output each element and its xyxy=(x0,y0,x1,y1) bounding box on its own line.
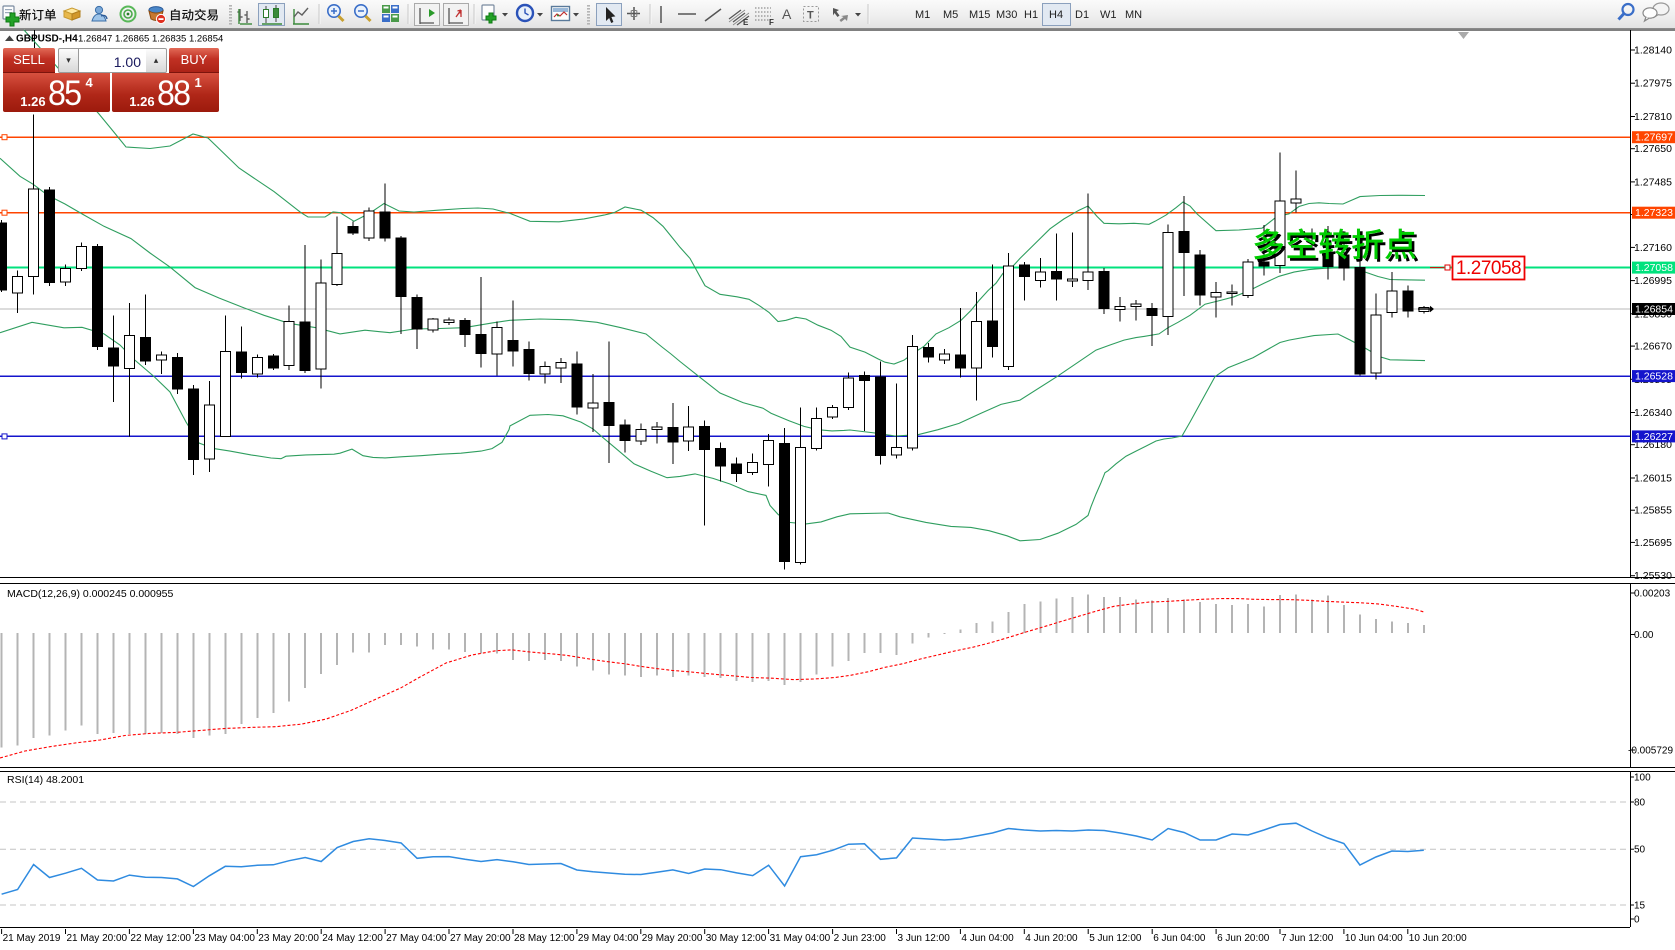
svg-text:1.28140: 1.28140 xyxy=(1634,45,1672,57)
svg-text:1.27058: 1.27058 xyxy=(1635,262,1673,274)
svg-text:1.25855: 1.25855 xyxy=(1634,505,1672,517)
svg-text:6 Jun 20:00: 6 Jun 20:00 xyxy=(1217,933,1270,944)
svg-text:1.27485: 1.27485 xyxy=(1634,176,1672,188)
svg-text:29 May 04:00: 29 May 04:00 xyxy=(578,933,639,944)
svg-text:M30: M30 xyxy=(996,9,1017,21)
svg-text:4 Jun 04:00: 4 Jun 04:00 xyxy=(961,933,1014,944)
svg-text:1.27650: 1.27650 xyxy=(1634,143,1672,155)
svg-text:28 May 12:00: 28 May 12:00 xyxy=(514,933,575,944)
svg-text:M15: M15 xyxy=(969,9,990,21)
svg-text:27 May 04:00: 27 May 04:00 xyxy=(386,933,447,944)
svg-text:1.26670: 1.26670 xyxy=(1634,341,1672,353)
svg-text:1.26015: 1.26015 xyxy=(1634,473,1672,485)
svg-text:1.25695: 1.25695 xyxy=(1634,537,1672,549)
svg-text:15: 15 xyxy=(1634,901,1646,912)
svg-text:1.25530: 1.25530 xyxy=(1634,570,1672,582)
svg-text:3 Jun 12:00: 3 Jun 12:00 xyxy=(898,933,951,944)
svg-text:H1: H1 xyxy=(1024,9,1038,21)
svg-text:80: 80 xyxy=(1634,798,1646,809)
svg-text:F: F xyxy=(769,18,774,27)
svg-text:1.27058: 1.27058 xyxy=(1456,258,1521,279)
svg-text:0: 0 xyxy=(1634,915,1640,926)
svg-text:7 Jun 12:00: 7 Jun 12:00 xyxy=(1281,933,1334,944)
svg-text:1.26528: 1.26528 xyxy=(1635,371,1673,383)
svg-text:1.26340: 1.26340 xyxy=(1634,407,1672,419)
svg-text:1.26847 1.26865 1.26835 1.2685: 1.26847 1.26865 1.26835 1.26854 xyxy=(78,34,223,45)
svg-text:30 May 12:00: 30 May 12:00 xyxy=(706,933,767,944)
svg-text:D1: D1 xyxy=(1075,9,1089,21)
svg-text:M1: M1 xyxy=(915,9,930,21)
svg-text:1.27810: 1.27810 xyxy=(1634,111,1672,123)
svg-text:H4: H4 xyxy=(1049,9,1063,21)
svg-text:1.27697: 1.27697 xyxy=(1635,132,1673,144)
svg-text:0.00: 0.00 xyxy=(1634,630,1654,641)
svg-text:29 May 20:00: 29 May 20:00 xyxy=(642,933,703,944)
svg-text:-0.005729: -0.005729 xyxy=(1628,746,1673,757)
svg-text:5 Jun 12:00: 5 Jun 12:00 xyxy=(1089,933,1142,944)
svg-text:0.00203: 0.00203 xyxy=(1634,589,1671,600)
svg-text:21 May 2019: 21 May 2019 xyxy=(3,933,61,944)
svg-text:MACD(12,26,9) 0.000245 0.00095: MACD(12,26,9) 0.000245 0.000955 xyxy=(7,588,174,600)
svg-text:1.26854: 1.26854 xyxy=(1635,304,1673,316)
svg-text:T: T xyxy=(807,10,814,22)
svg-text:A: A xyxy=(782,6,792,22)
svg-text:22 May 12:00: 22 May 12:00 xyxy=(130,933,191,944)
svg-text:1.27975: 1.27975 xyxy=(1634,78,1672,90)
svg-text:1.26995: 1.26995 xyxy=(1634,275,1672,287)
svg-text:23 May 04:00: 23 May 04:00 xyxy=(194,933,255,944)
svg-text:31 May 04:00: 31 May 04:00 xyxy=(770,933,831,944)
svg-text:RSI(14) 48.2001: RSI(14) 48.2001 xyxy=(7,774,84,786)
svg-text:MN: MN xyxy=(1125,9,1142,21)
svg-text:2 Jun 23:00: 2 Jun 23:00 xyxy=(834,933,887,944)
svg-text:27 May 20:00: 27 May 20:00 xyxy=(450,933,511,944)
svg-text:M5: M5 xyxy=(943,9,958,21)
svg-text:1.27323: 1.27323 xyxy=(1635,207,1673,219)
svg-text:100: 100 xyxy=(1634,773,1651,784)
svg-text:23 May 20:00: 23 May 20:00 xyxy=(258,933,319,944)
svg-text:W1: W1 xyxy=(1100,9,1117,21)
svg-text:6 Jun 04:00: 6 Jun 04:00 xyxy=(1153,933,1206,944)
svg-text:1.26227: 1.26227 xyxy=(1635,431,1673,443)
svg-text:1.27160: 1.27160 xyxy=(1634,242,1672,254)
svg-text:10 Jun 04:00: 10 Jun 04:00 xyxy=(1345,933,1403,944)
svg-text:50: 50 xyxy=(1634,845,1646,856)
svg-text:GBPUSD-,H4: GBPUSD-,H4 xyxy=(16,34,78,45)
svg-text:24 May 12:00: 24 May 12:00 xyxy=(322,933,383,944)
svg-text:10 Jun 20:00: 10 Jun 20:00 xyxy=(1409,933,1467,944)
svg-text:4 Jun 20:00: 4 Jun 20:00 xyxy=(1025,933,1078,944)
svg-text:E: E xyxy=(743,18,749,27)
svg-text:21 May 20:00: 21 May 20:00 xyxy=(67,933,128,944)
